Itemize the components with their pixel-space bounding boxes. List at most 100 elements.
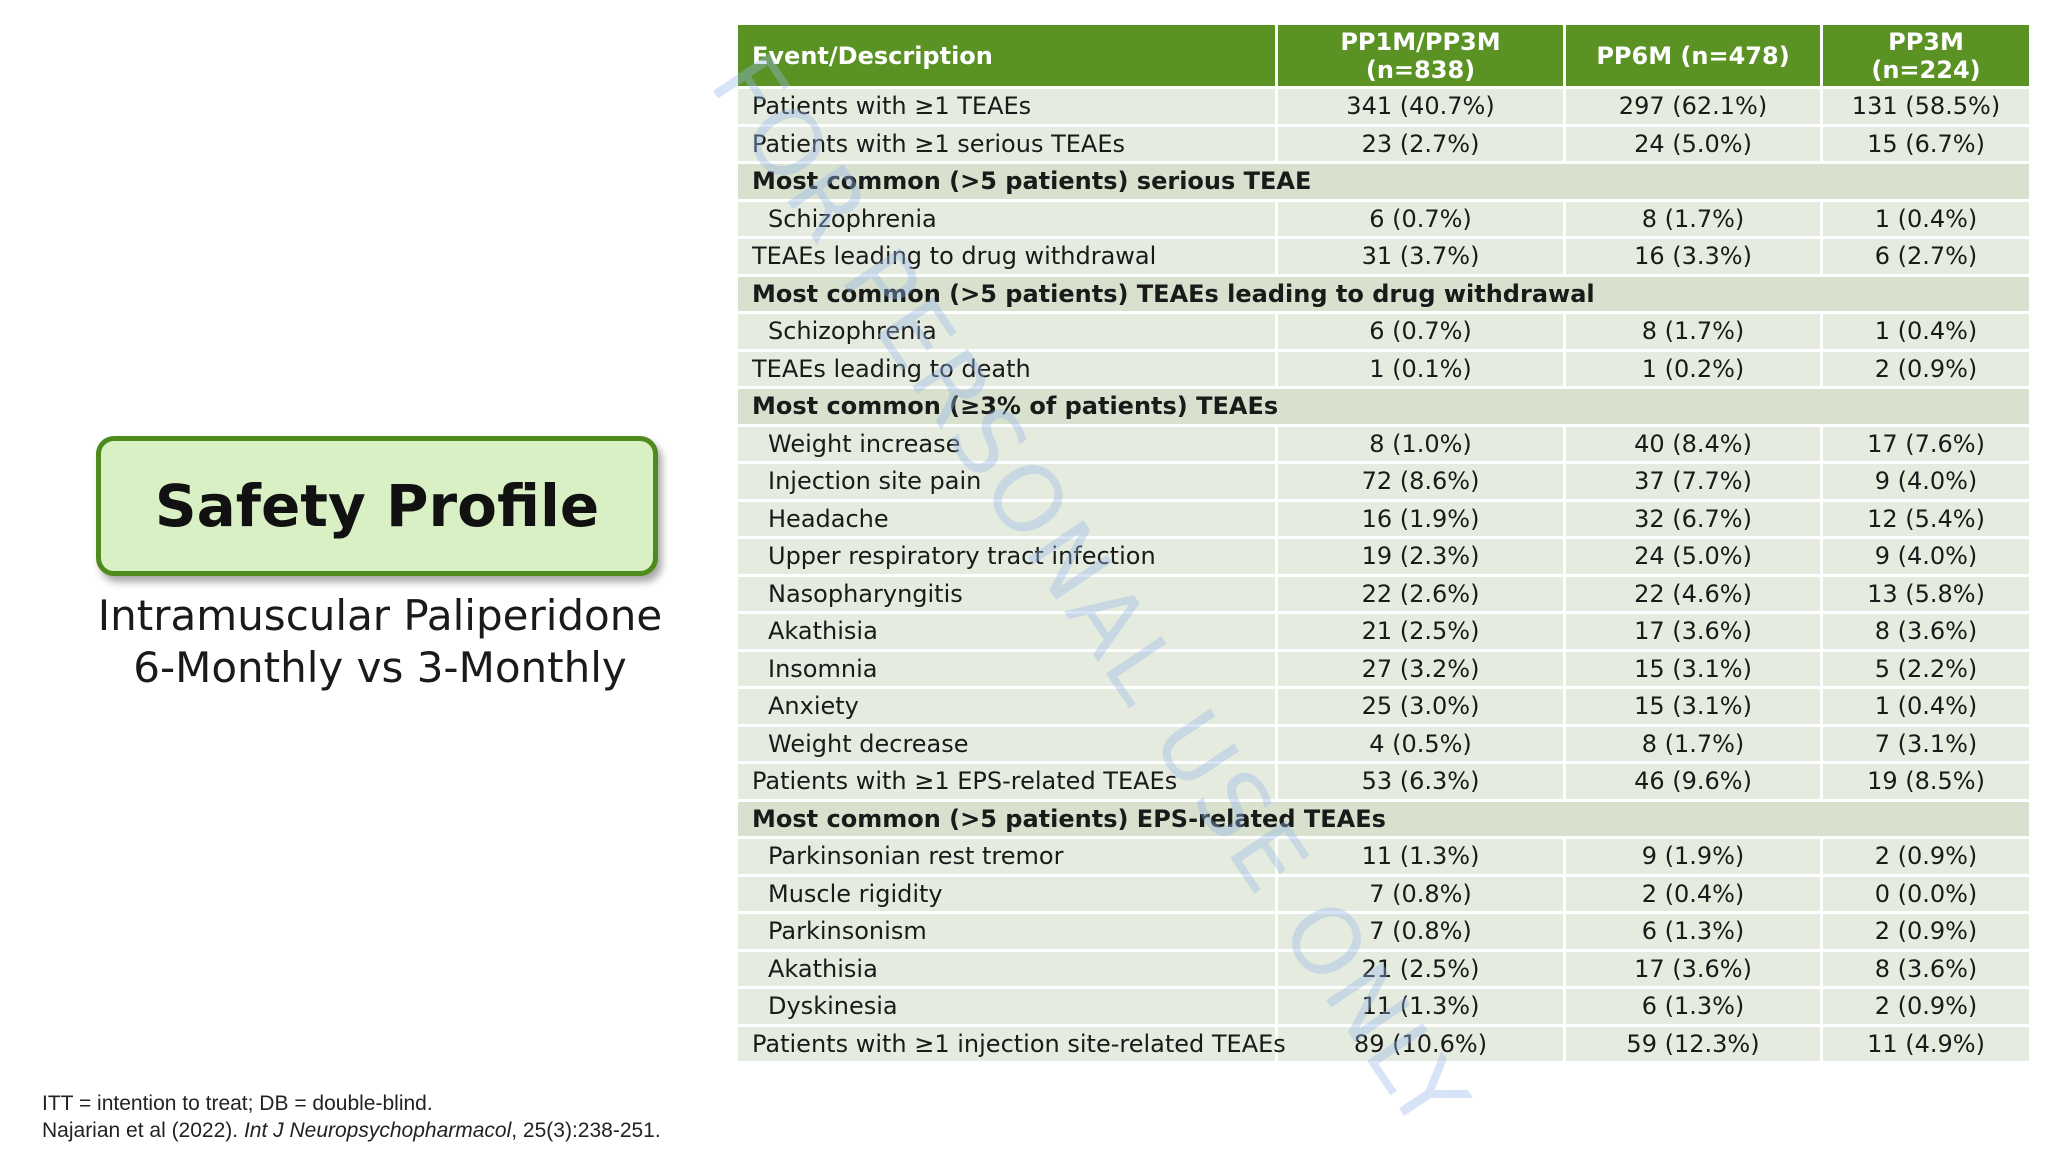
row-value: 11 (1.3%) bbox=[1275, 837, 1566, 877]
header-pp1m-pp3m: PP1M/PP3M (n=838) bbox=[1275, 22, 1566, 89]
row-value: 15 (6.7%) bbox=[1820, 125, 2032, 164]
row-value: 297 (62.1%) bbox=[1563, 87, 1823, 127]
row-value: 22 (4.6%) bbox=[1563, 575, 1823, 614]
table-row: Akathisia 21 (2.5%) 17 (3.6%) 8 (3.6%) bbox=[735, 612, 2032, 652]
slide-subtitle: Intramuscular Paliperidone 6-Monthly vs … bbox=[90, 590, 670, 694]
section-row: Most common (>5 patients) EPS-related TE… bbox=[735, 800, 2032, 839]
table-row: Muscle rigidity 7 (0.8%) 2 (0.4%) 0 (0.0%) bbox=[735, 875, 2032, 914]
section-row: Most common (>5 patients) TEAEs leading … bbox=[735, 275, 2032, 314]
footnote-abbreviations: ITT = intention to treat; DB = double-bl… bbox=[42, 1092, 433, 1115]
row-value: 13 (5.8%) bbox=[1820, 575, 2032, 614]
row-label: Patients with ≥1 injection site-related … bbox=[735, 1025, 1286, 1064]
row-label: Injection site pain bbox=[735, 462, 1278, 502]
row-value: 8 (1.0%) bbox=[1275, 425, 1566, 464]
row-label: Nasopharyngitis bbox=[735, 575, 1278, 614]
safety-table: Event/Description PP1M/PP3M (n=838) PP6M… bbox=[735, 22, 2032, 1064]
table-row: Schizophrenia 6 (0.7%) 8 (1.7%) 1 (0.4%) bbox=[735, 200, 2032, 239]
row-value: 5 (2.2%) bbox=[1820, 650, 2032, 689]
row-label: Akathisia bbox=[735, 950, 1278, 989]
citation-journal: Int J Neuropsychopharmacol bbox=[243, 1119, 512, 1142]
table-row: TEAEs leading to death 1 (0.1%) 1 (0.2%) 2 … bbox=[735, 350, 2032, 389]
table-body: Patients with ≥1 TEAEs 341 (40.7%) 297 (62… bbox=[735, 87, 2032, 1064]
section-label: Most common (≥3% of patients) TEAEs bbox=[735, 387, 2032, 427]
row-value: 89 (10.6%) bbox=[1275, 1025, 1566, 1064]
row-value: 46 (9.6%) bbox=[1563, 762, 1823, 802]
row-value: 21 (2.5%) bbox=[1275, 950, 1566, 989]
row-value: 1 (0.2%) bbox=[1563, 350, 1823, 389]
row-value: 8 (1.7%) bbox=[1563, 725, 1823, 764]
row-value: 25 (3.0%) bbox=[1275, 687, 1566, 727]
section-label: Most common (>5 patients) serious TEAE bbox=[735, 162, 2032, 202]
row-value: 17 (3.6%) bbox=[1563, 612, 1823, 652]
row-value: 17 (7.6%) bbox=[1820, 425, 2032, 464]
row-value: 4 (0.5%) bbox=[1275, 725, 1566, 764]
row-value: 32 (6.7%) bbox=[1563, 500, 1823, 539]
row-value: 27 (3.2%) bbox=[1275, 650, 1566, 689]
subtitle-line-2: 6-Monthly vs 3-Monthly bbox=[133, 643, 627, 692]
row-value: 1 (0.4%) bbox=[1820, 312, 2032, 352]
table-header-row: Event/Description PP1M/PP3M (n=838) PP6M… bbox=[735, 22, 2032, 89]
section-label: Most common (>5 patients) EPS-related TE… bbox=[735, 800, 2032, 839]
row-value: 11 (4.9%) bbox=[1820, 1025, 2032, 1064]
row-value: 2 (0.9%) bbox=[1820, 350, 2032, 389]
row-value: 6 (1.3%) bbox=[1563, 987, 1823, 1027]
row-value: 22 (2.6%) bbox=[1275, 575, 1566, 614]
table-row: Upper respiratory tract infection 19 (2.3… bbox=[735, 537, 2032, 577]
row-value: 8 (1.7%) bbox=[1563, 200, 1823, 239]
row-label: TEAEs leading to death bbox=[735, 350, 1278, 389]
row-label: Anxiety bbox=[735, 687, 1278, 727]
row-value: 23 (2.7%) bbox=[1275, 125, 1566, 164]
table-row: Dyskinesia 11 (1.3%) 6 (1.3%) 2 (0.9%) bbox=[735, 987, 2032, 1027]
citation-suffix: , 25(3):238-251. bbox=[511, 1119, 661, 1142]
citation-prefix: Najarian et al (2022). bbox=[42, 1119, 244, 1142]
row-value: 1 (0.1%) bbox=[1275, 350, 1566, 389]
row-value: 341 (40.7%) bbox=[1275, 87, 1566, 127]
table-row: Headache 16 (1.9%) 32 (6.7%) 12 (5.4%) bbox=[735, 500, 2032, 539]
row-value: 19 (2.3%) bbox=[1275, 537, 1566, 577]
row-value: 8 (3.6%) bbox=[1820, 950, 2032, 989]
row-value: 9 (1.9%) bbox=[1563, 837, 1823, 877]
table-row: Akathisia 21 (2.5%) 17 (3.6%) 8 (3.6%) bbox=[735, 950, 2032, 989]
row-value: 37 (7.7%) bbox=[1563, 462, 1823, 502]
row-label: Parkinsonism bbox=[735, 912, 1278, 952]
table-row: Patients with ≥1 injection site-related … bbox=[735, 1025, 2032, 1064]
row-label: Parkinsonian rest tremor bbox=[735, 837, 1278, 877]
row-value: 59 (12.3%) bbox=[1563, 1025, 1823, 1064]
row-value: 2 (0.9%) bbox=[1820, 912, 2032, 952]
row-value: 7 (3.1%) bbox=[1820, 725, 2032, 764]
row-label: Patients with ≥1 serious TEAEs bbox=[735, 125, 1278, 164]
table-row: Parkinsonian rest tremor 11 (1.3%) 9 (1.9%… bbox=[735, 837, 2032, 877]
row-value: 1 (0.4%) bbox=[1820, 687, 2032, 727]
row-label: Schizophrenia bbox=[735, 200, 1278, 239]
header-pp3m: PP3M (n=224) bbox=[1820, 22, 2032, 89]
row-label: Akathisia bbox=[735, 612, 1278, 652]
row-value: 2 (0.9%) bbox=[1820, 837, 2032, 877]
row-label: Weight increase bbox=[735, 425, 1278, 464]
row-value: 16 (3.3%) bbox=[1563, 237, 1823, 277]
row-label: Insomnia bbox=[735, 650, 1278, 689]
table-row: Insomnia 27 (3.2%) 15 (3.1%) 5 (2.2%) bbox=[735, 650, 2032, 689]
table-row: Injection site pain 72 (8.6%) 37 (7.7%) 9 (… bbox=[735, 462, 2032, 502]
row-value: 9 (4.0%) bbox=[1820, 537, 2032, 577]
row-label: Headache bbox=[735, 500, 1278, 539]
row-value: 31 (3.7%) bbox=[1275, 237, 1566, 277]
row-value: 24 (5.0%) bbox=[1563, 537, 1823, 577]
section-row: Most common (≥3% of patients) TEAEs bbox=[735, 387, 2032, 427]
row-value: 17 (3.6%) bbox=[1563, 950, 1823, 989]
row-value: 0 (0.0%) bbox=[1820, 875, 2032, 914]
table-row: Parkinsonism 7 (0.8%) 6 (1.3%) 2 (0.9%) bbox=[735, 912, 2032, 952]
row-value: 6 (0.7%) bbox=[1275, 312, 1566, 352]
row-label: Upper respiratory tract infection bbox=[735, 537, 1278, 577]
row-label: Dyskinesia bbox=[735, 987, 1278, 1027]
subtitle-line-1: Intramuscular Paliperidone bbox=[97, 591, 663, 640]
table-row: Weight decrease 4 (0.5%) 8 (1.7%) 7 (3.1%) bbox=[735, 725, 2032, 764]
row-value: 7 (0.8%) bbox=[1275, 912, 1566, 952]
row-label: Muscle rigidity bbox=[735, 875, 1278, 914]
slide-title: Safety Profile bbox=[154, 472, 600, 540]
row-value: 131 (58.5%) bbox=[1820, 87, 2032, 127]
row-value: 2 (0.4%) bbox=[1563, 875, 1823, 914]
row-value: 8 (1.7%) bbox=[1563, 312, 1823, 352]
row-label: Patients with ≥1 EPS-related TEAEs bbox=[735, 762, 1278, 802]
table-row: Patients with ≥1 EPS-related TEAEs 53 (6.… bbox=[735, 762, 2032, 802]
row-value: 40 (8.4%) bbox=[1563, 425, 1823, 464]
